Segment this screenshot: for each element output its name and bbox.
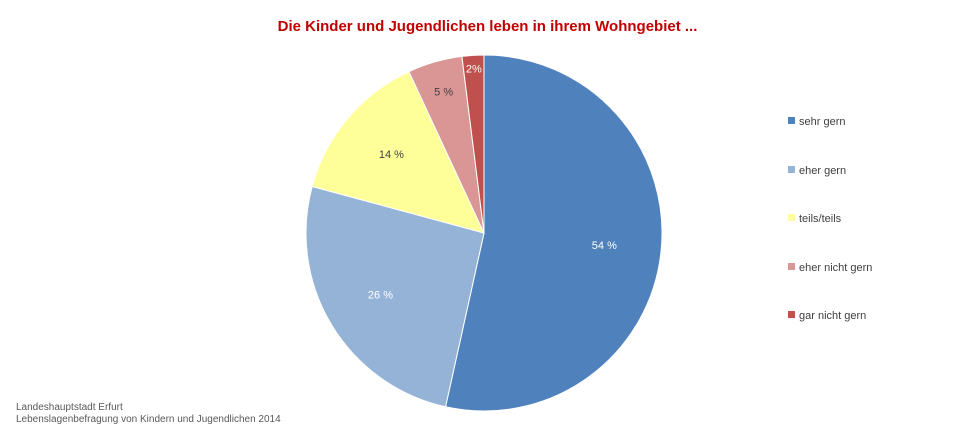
data-label: 14 % bbox=[379, 149, 404, 161]
data-label: 2% bbox=[466, 63, 482, 75]
data-label: 54 % bbox=[592, 240, 617, 252]
legend-label: eher gern bbox=[799, 164, 847, 177]
legend-item-gar-nicht-gern: gar nicht gern bbox=[788, 310, 872, 359]
source-line-1: Landeshauptstadt Erfurt bbox=[16, 402, 123, 413]
data-label: 5 % bbox=[434, 87, 453, 99]
legend-item-eher-gern: eher gern bbox=[788, 165, 872, 214]
source-line-2: Lebenslagenbefragung von Kindern und Jug… bbox=[16, 414, 281, 425]
legend-swatch bbox=[788, 214, 795, 221]
pie-slice-gar-nicht-gern bbox=[461, 54, 485, 234]
data-label: 26 % bbox=[368, 290, 393, 302]
pie-slice-teils-teils bbox=[311, 70, 485, 234]
legend-swatch bbox=[788, 262, 795, 270]
legend-item-eher-nicht-gern: eher nicht gern bbox=[788, 262, 872, 311]
pie-slice-eher-gern bbox=[305, 185, 485, 408]
chart-title: Die Kinder und Jugendlichen leben in ihr… bbox=[277, 18, 698, 35]
legend-label: sehr gern bbox=[799, 116, 846, 128]
source-note: Landeshauptstadt Erfurt Lebenslagenbefra… bbox=[16, 402, 281, 426]
legend-label: eher nicht gern bbox=[799, 261, 873, 274]
legend-label: gar nicht gern bbox=[799, 310, 867, 322]
legend-label: teils/teils bbox=[799, 213, 842, 225]
legend-swatch bbox=[788, 117, 795, 124]
legend-swatch bbox=[788, 165, 795, 173]
legend-item-teils-teils: teils/teils bbox=[788, 213, 872, 262]
legend-item-sehr-gern: sehr gern bbox=[788, 116, 872, 165]
legend: sehr gern eher gern teils/teils eher nic… bbox=[788, 116, 872, 359]
pie-slice-sehr-gern bbox=[444, 54, 663, 412]
legend-swatch bbox=[788, 311, 795, 318]
